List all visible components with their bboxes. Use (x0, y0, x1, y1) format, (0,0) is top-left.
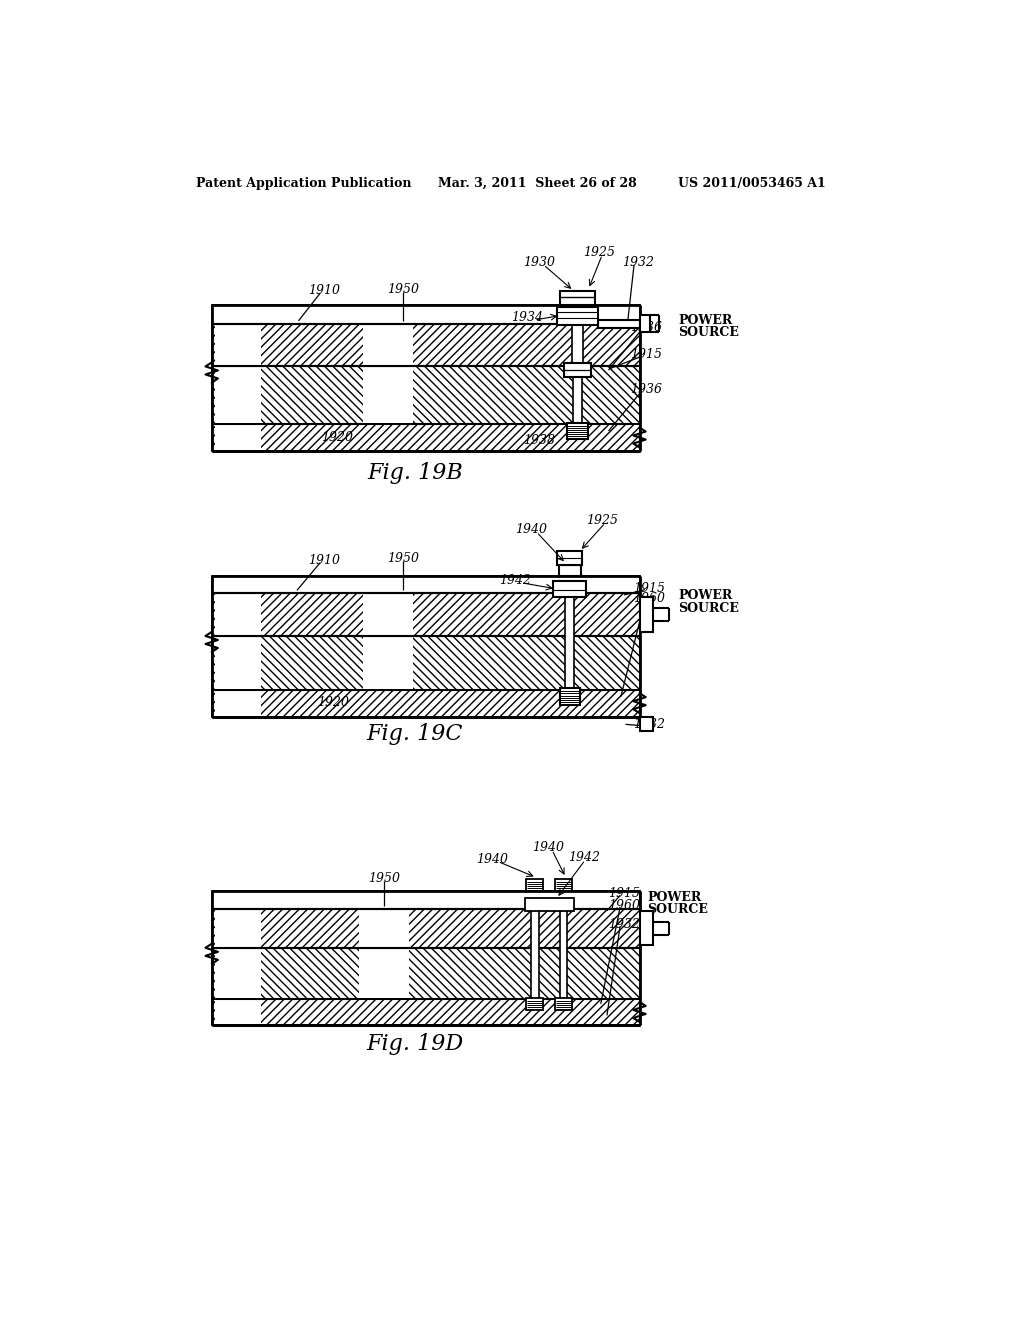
Bar (640, 598, 653, 632)
Text: 1934: 1934 (511, 312, 543, 325)
Text: Patent Application Publication: Patent Application Publication (197, 177, 412, 190)
Text: 1940: 1940 (476, 853, 508, 866)
Bar (640, 717, 653, 730)
Text: 1950: 1950 (368, 871, 399, 884)
Bar (215, 425, 261, 450)
Text: Fig. 19C: Fig. 19C (367, 723, 463, 746)
Text: Fig. 19D: Fig. 19D (367, 1032, 464, 1055)
Text: SOURCE: SOURCE (647, 903, 709, 916)
Bar (554, 581, 586, 597)
Bar (215, 594, 261, 635)
Text: 1950: 1950 (387, 282, 419, 296)
Text: 1925: 1925 (584, 246, 615, 259)
Bar (640, 911, 653, 945)
Bar (215, 325, 261, 366)
Bar (212, 576, 640, 594)
Text: 1925: 1925 (587, 513, 618, 527)
Text: 1920: 1920 (322, 430, 353, 444)
Bar (572, 367, 583, 430)
Bar (212, 999, 640, 1024)
Bar (555, 998, 572, 1010)
Bar (362, 636, 414, 689)
Text: 1932: 1932 (633, 718, 665, 731)
Bar (212, 305, 640, 323)
Bar (524, 899, 573, 911)
Text: 1932: 1932 (608, 917, 640, 931)
Bar (598, 321, 640, 327)
Bar (212, 594, 640, 636)
Bar (565, 594, 574, 700)
Text: 1942: 1942 (567, 851, 600, 865)
Bar (215, 909, 261, 946)
Text: POWER: POWER (678, 589, 732, 602)
Bar (212, 689, 640, 717)
Bar (640, 315, 650, 333)
Text: 1950: 1950 (387, 552, 419, 565)
Text: 1915: 1915 (630, 348, 662, 362)
Text: 1920: 1920 (317, 696, 349, 709)
Text: 1960: 1960 (608, 899, 640, 912)
Text: SOURCE: SOURCE (678, 602, 739, 615)
Bar (212, 636, 640, 689)
Text: 1960: 1960 (633, 593, 665, 606)
Bar (212, 891, 640, 909)
Bar (557, 552, 583, 565)
Bar (215, 1001, 261, 1024)
Bar (212, 424, 640, 451)
Bar (359, 909, 410, 946)
Bar (215, 948, 261, 998)
Bar (362, 594, 414, 635)
Bar (560, 290, 595, 305)
Text: 1930: 1930 (522, 256, 555, 269)
Text: POWER: POWER (647, 891, 701, 904)
Bar (559, 565, 581, 576)
Bar (560, 688, 580, 705)
Bar (215, 636, 261, 689)
Bar (572, 323, 583, 367)
Text: POWER: POWER (678, 314, 732, 326)
Text: SOURCE: SOURCE (678, 326, 739, 339)
Text: 1915: 1915 (608, 887, 640, 900)
Text: 1940: 1940 (515, 523, 547, 536)
Text: 1910: 1910 (308, 284, 340, 297)
Text: 1910: 1910 (308, 554, 340, 566)
Bar (362, 325, 414, 366)
Text: 1936: 1936 (630, 383, 662, 396)
Bar (359, 948, 410, 998)
Bar (566, 422, 589, 440)
Bar (560, 909, 567, 1006)
Bar (362, 367, 414, 424)
Text: Fig. 19B: Fig. 19B (367, 462, 463, 483)
Text: 1936: 1936 (630, 321, 662, 334)
Text: 1940: 1940 (532, 841, 564, 854)
Text: 1942: 1942 (500, 574, 531, 587)
Text: Mar. 3, 2011  Sheet 26 of 28: Mar. 3, 2011 Sheet 26 of 28 (438, 177, 637, 190)
Bar (212, 367, 640, 424)
Bar (555, 879, 572, 891)
Bar (212, 323, 640, 367)
Bar (564, 363, 591, 378)
Text: 1932: 1932 (622, 256, 654, 269)
Bar (531, 909, 539, 1006)
Text: US 2011/0053465 A1: US 2011/0053465 A1 (678, 177, 826, 190)
Bar (526, 879, 544, 891)
Bar (557, 308, 598, 326)
Text: 1915: 1915 (633, 582, 665, 594)
Bar (212, 948, 640, 999)
Text: 1938: 1938 (522, 434, 555, 447)
Bar (212, 909, 640, 948)
Bar (215, 690, 261, 715)
Bar (215, 367, 261, 424)
Bar (526, 998, 544, 1010)
